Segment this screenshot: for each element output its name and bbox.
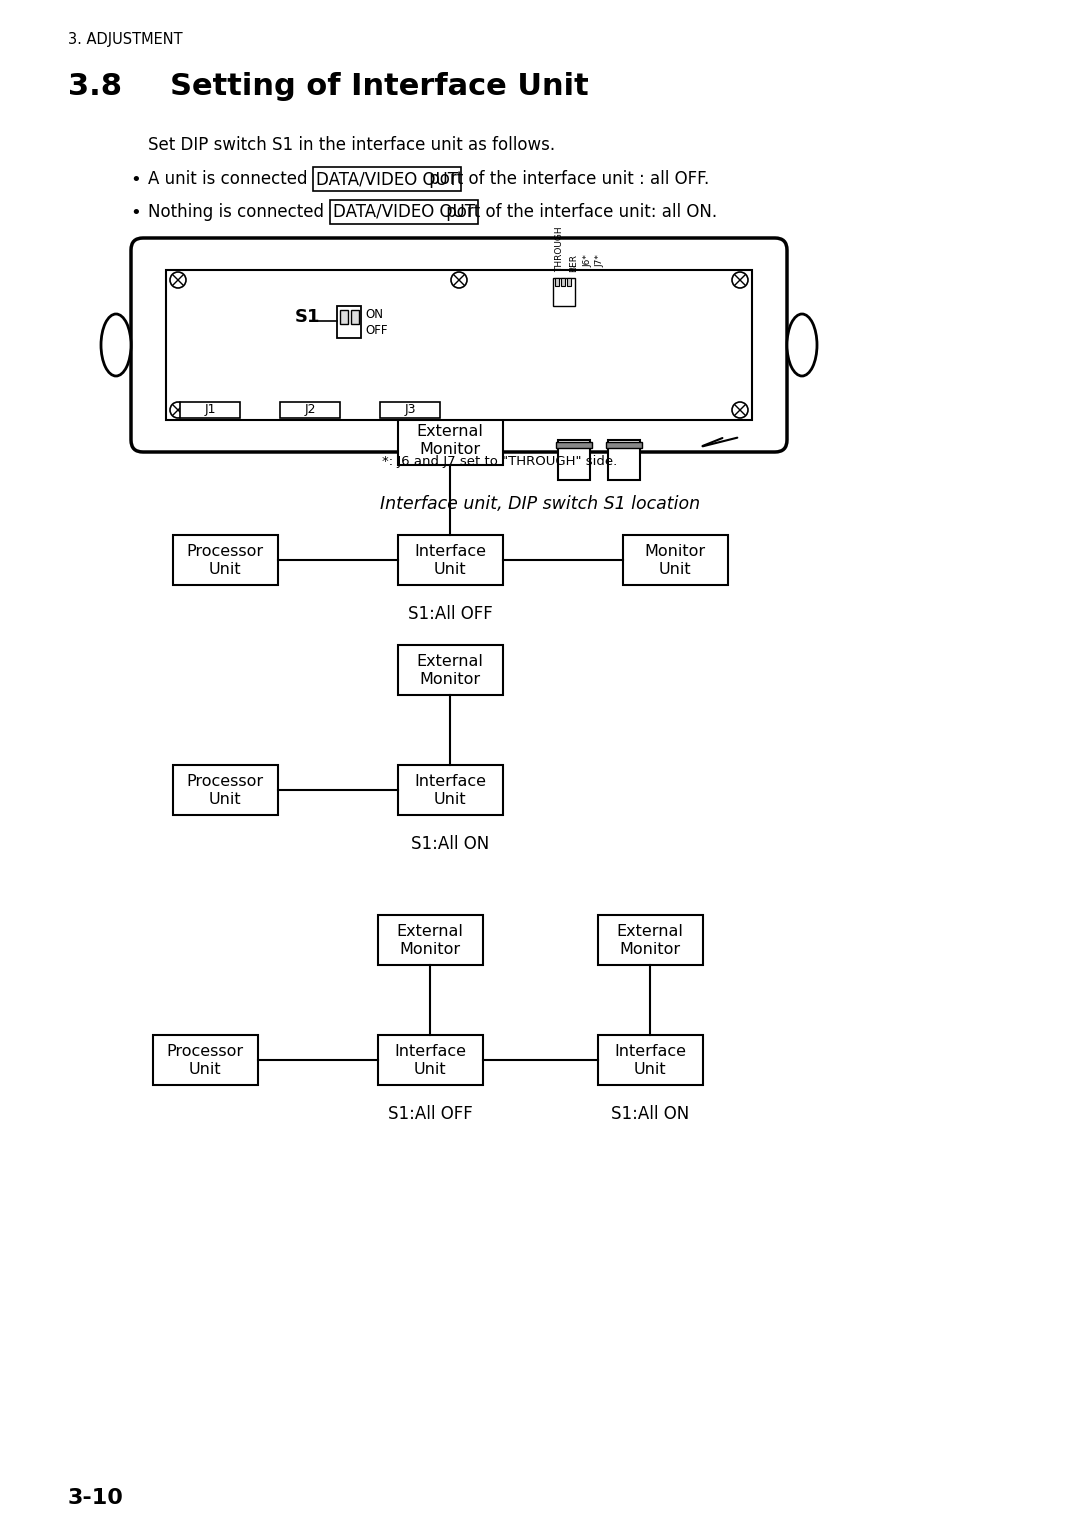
Text: port of the interface unit: all ON.: port of the interface unit: all ON.	[441, 203, 717, 222]
Bar	[397, 645, 502, 695]
Text: DATA/VIDEO OUT: DATA/VIDEO OUT	[333, 203, 475, 222]
Text: Setting of Interface Unit: Setting of Interface Unit	[170, 72, 589, 101]
Text: Monitor: Monitor	[419, 671, 481, 686]
Text: A unit is connected to: A unit is connected to	[148, 170, 335, 188]
Ellipse shape	[102, 313, 131, 376]
Text: External: External	[396, 923, 463, 938]
Bar	[397, 416, 502, 465]
Text: Unit: Unit	[208, 792, 241, 807]
Text: Monitor: Monitor	[620, 941, 680, 957]
Circle shape	[732, 272, 748, 287]
Text: S1:All OFF: S1:All OFF	[388, 1105, 472, 1123]
Text: Monitor: Monitor	[645, 544, 705, 559]
Text: S1:All ON: S1:All ON	[410, 834, 489, 853]
Bar	[380, 402, 440, 419]
Text: J7*: J7*	[595, 254, 605, 267]
Bar	[606, 442, 642, 448]
Text: External: External	[417, 423, 484, 439]
Text: Processor: Processor	[187, 773, 264, 788]
Text: OFF: OFF	[365, 324, 388, 336]
Text: Monitor: Monitor	[400, 941, 460, 957]
Bar	[558, 440, 590, 480]
Text: S1:All ON: S1:All ON	[611, 1105, 689, 1123]
Text: J2: J2	[305, 403, 315, 417]
Text: DATA/VIDEO OUT: DATA/VIDEO OUT	[316, 170, 458, 188]
Bar	[378, 915, 483, 966]
Text: 3-10: 3-10	[68, 1488, 124, 1508]
Circle shape	[732, 402, 748, 419]
Text: S1:All OFF: S1:All OFF	[407, 605, 492, 623]
Bar	[340, 310, 348, 324]
Circle shape	[170, 272, 186, 287]
Text: Monitor: Monitor	[419, 442, 481, 457]
Bar	[555, 278, 559, 286]
Text: Interface: Interface	[414, 773, 486, 788]
Text: J6*: J6*	[583, 254, 593, 267]
Text: ON: ON	[365, 309, 383, 321]
Text: THROUGH: THROUGH	[555, 226, 565, 272]
Text: Nothing is connected to: Nothing is connected to	[148, 203, 351, 222]
Bar	[622, 535, 728, 585]
Bar	[597, 915, 702, 966]
Text: 3. ADJUSTMENT: 3. ADJUSTMENT	[68, 32, 183, 47]
Bar	[567, 278, 571, 286]
Text: port of the interface unit : all OFF.: port of the interface unit : all OFF.	[424, 170, 710, 188]
Text: External: External	[417, 654, 484, 669]
Ellipse shape	[787, 313, 816, 376]
Text: 3.8: 3.8	[68, 72, 122, 101]
Text: External: External	[617, 923, 684, 938]
Text: •: •	[130, 171, 140, 189]
FancyBboxPatch shape	[131, 238, 787, 452]
Bar	[351, 310, 359, 324]
Bar	[337, 306, 361, 338]
Text: Set DIP switch S1 in the interface unit as follows.: Set DIP switch S1 in the interface unit …	[148, 136, 555, 154]
Text: Interface: Interface	[615, 1044, 686, 1059]
Text: Interface unit, DIP switch S1 location: Interface unit, DIP switch S1 location	[380, 495, 700, 513]
Text: Interface: Interface	[414, 544, 486, 559]
Text: Unit: Unit	[659, 561, 691, 576]
Text: Unit: Unit	[189, 1062, 221, 1077]
Text: Processor: Processor	[166, 1044, 244, 1059]
Text: Unit: Unit	[414, 1062, 446, 1077]
Bar	[280, 402, 340, 419]
Bar	[553, 278, 575, 306]
Text: Unit: Unit	[434, 561, 467, 576]
Text: Unit: Unit	[634, 1062, 666, 1077]
Bar	[608, 440, 640, 480]
Text: Unit: Unit	[208, 561, 241, 576]
Text: *: J6 and J7 set to "THROUGH" side.: *: J6 and J7 set to "THROUGH" side.	[382, 455, 618, 468]
Text: •: •	[130, 205, 140, 222]
Bar	[397, 766, 502, 814]
Bar	[561, 278, 565, 286]
Circle shape	[170, 402, 186, 419]
Bar	[378, 1034, 483, 1085]
Text: Processor: Processor	[187, 544, 264, 559]
Bar	[173, 535, 278, 585]
Circle shape	[451, 272, 467, 287]
Text: J3: J3	[404, 403, 416, 417]
Text: Unit: Unit	[434, 792, 467, 807]
Bar	[166, 270, 752, 420]
Bar	[173, 766, 278, 814]
Text: Interface: Interface	[394, 1044, 465, 1059]
Bar	[597, 1034, 702, 1085]
Text: S1: S1	[295, 309, 321, 325]
Bar	[556, 442, 592, 448]
Bar	[180, 402, 240, 419]
Text: J1: J1	[204, 403, 216, 417]
Bar	[397, 535, 502, 585]
Text: BER: BER	[569, 254, 579, 272]
Bar	[152, 1034, 257, 1085]
